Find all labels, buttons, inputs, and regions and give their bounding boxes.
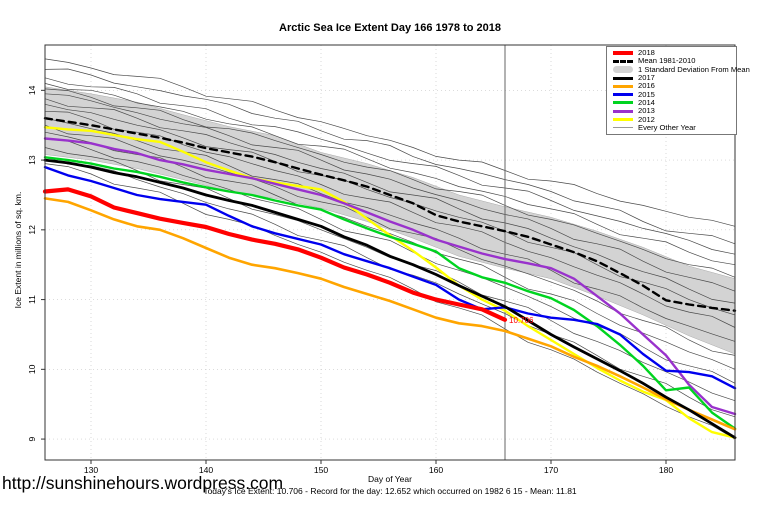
x-axis-label: Day of Year (368, 474, 412, 484)
y-tick-label: 14 (27, 85, 37, 95)
legend-box: 2018 Mean 1981-2010 1 Standard Deviation… (606, 46, 750, 135)
x-tick-label: 130 (84, 465, 99, 475)
y-tick-label: 9 (27, 436, 37, 441)
legend-item-2014: 2014 (613, 97, 736, 107)
y-tick-label: 12 (27, 225, 37, 235)
legend-label: 2016 (638, 81, 655, 91)
legend-swatch-stddev-icon (613, 66, 633, 74)
legend-swatch-2017-icon (613, 76, 633, 80)
chart-title: Arctic Sea Ice Extent Day 166 1978 to 20… (279, 22, 501, 34)
x-tick-label: 160 (429, 465, 444, 475)
legend-label: 1 Standard Deviation From Mean (638, 64, 750, 74)
legend-label: 2018 (638, 48, 655, 58)
legend-label: 2012 (638, 114, 655, 124)
y-tick-label: 10 (27, 364, 37, 374)
legend-swatch-2015-icon (613, 93, 633, 97)
legend-item-stddev: 1 Standard Deviation From Mean (613, 65, 750, 74)
legend-item-every-other-year: Every Other Year (613, 122, 736, 132)
legend-label: Every Other Year (638, 122, 696, 132)
legend-item-mean: Mean 1981-2010 (613, 57, 736, 65)
legend-item-2012: 2012 (613, 115, 736, 123)
y-axis-label: Ice Extent in millions of sq. km. (13, 191, 23, 309)
x-tick-label: 140 (199, 465, 214, 475)
today-extent-annotation: 10.706 (509, 316, 534, 325)
footer-link[interactable]: http://sunshinehours.wordpress.com (2, 473, 284, 493)
legend-item-2015: 2015 (613, 90, 736, 98)
legend-swatch-every-other-year-icon (613, 127, 633, 129)
x-tick-label: 150 (314, 465, 329, 475)
y-tick-label: 11 (27, 295, 37, 304)
legend-swatch-2012-icon (613, 118, 633, 122)
y-tick-label: 13 (27, 155, 37, 165)
legend-item-2016: 2016 (613, 82, 736, 90)
legend-swatch-2018-icon (613, 51, 633, 56)
legend-label: 2017 (638, 73, 655, 83)
legend-label: 2013 (638, 106, 655, 116)
legend-label: 2014 (638, 97, 655, 107)
x-tick-label: 180 (659, 465, 674, 475)
legend-swatch-2014-icon (613, 101, 633, 105)
legend-swatch-2013-icon (613, 109, 633, 113)
legend-item-2013: 2013 (613, 107, 736, 115)
stats-caption: Today's Ice Extent: 10.706 - Record for … (203, 486, 577, 496)
legend-item-2017: 2017 (613, 74, 736, 82)
legend-label: Mean 1981-2010 (638, 56, 696, 66)
legend-item-2018: 2018 (613, 49, 736, 57)
x-tick-label: 170 (544, 465, 559, 475)
legend-swatch-2016-icon (613, 84, 633, 88)
legend-swatch-mean-icon (613, 59, 633, 63)
legend-label: 2015 (638, 89, 655, 99)
